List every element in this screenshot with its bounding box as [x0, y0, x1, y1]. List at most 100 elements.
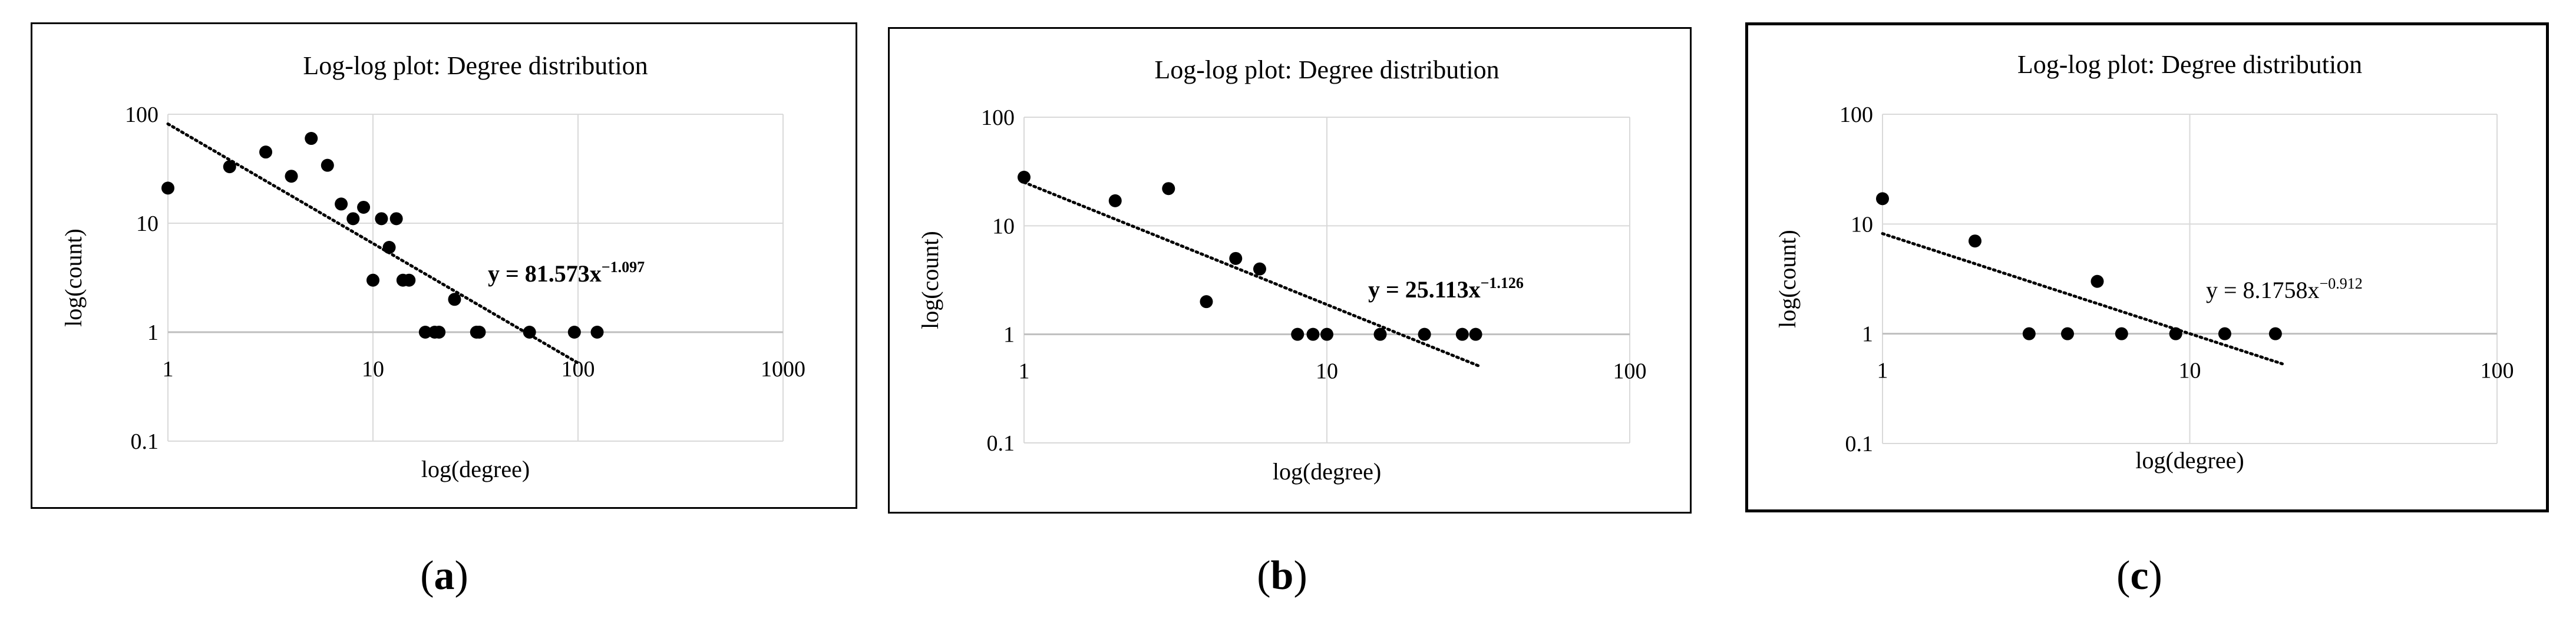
chart-svg-c: Log-log plot: Degree distribution1001010…: [1774, 50, 2514, 474]
caption-c-letter: c: [2130, 553, 2149, 598]
chart-panel-b: Log-log plot: Degree distribution 100 10 1 0…: [888, 27, 1692, 514]
data-point: [473, 326, 486, 339]
x-tick-label: 10: [2179, 359, 2201, 383]
data-point: [357, 200, 371, 214]
caption-c-close: ): [2148, 553, 2162, 598]
y-tick-label: 100: [981, 105, 1015, 130]
data-point: [1968, 234, 1981, 248]
data-point: [305, 132, 318, 145]
x-axis-title: log(degree): [2135, 447, 2244, 474]
data-point: [448, 293, 461, 306]
data-point: [382, 241, 396, 254]
data-point: [523, 326, 536, 339]
chart-panel-a: Log-log plot: Degree distribution 100 10 1 0…: [31, 22, 857, 509]
data-point: [2090, 274, 2104, 288]
trendline-equation: y = 81.573x−1.097: [488, 259, 645, 287]
data-point: [223, 160, 236, 174]
y-axis-title: log(count): [60, 229, 87, 327]
chart-title: Log-log plot: Degree distribution: [303, 51, 648, 80]
data-point: [366, 273, 379, 287]
y-tick-label: 0.1: [1845, 432, 1874, 456]
data-point: [2218, 327, 2231, 340]
data-point: [1018, 170, 1031, 184]
y-axis-title: log(count): [1774, 230, 1801, 328]
data-point: [1108, 194, 1122, 207]
data-point: [2268, 327, 2282, 340]
data-point: [1469, 327, 1482, 341]
data-point: [1306, 327, 1320, 341]
caption-b-open: (: [1257, 553, 1271, 598]
y-tick-label: 0.1: [131, 429, 159, 454]
trendline-equation: y = 25.113x−1.126: [1368, 274, 1524, 303]
data-point: [567, 326, 581, 339]
y-tick-label: 0.1: [987, 431, 1015, 456]
data-point: [402, 273, 416, 287]
chart-panel-c: Log-log plot: Degree distribution 100 10 1 0…: [1745, 22, 2549, 512]
y-tick-label: 1: [1003, 323, 1015, 347]
x-tick-label: 10: [1316, 359, 1338, 384]
data-point: [161, 181, 174, 195]
y-tick-label: 10: [136, 211, 158, 236]
trendline-equation: y = 8.1758x−0.912: [2206, 275, 2363, 303]
data-point: [590, 326, 604, 339]
data-point: [375, 212, 388, 226]
x-tick-label: 1000: [761, 357, 805, 382]
y-axis-title: log(count): [917, 231, 943, 329]
data-point: [2022, 327, 2036, 340]
caption-a-open: (: [420, 553, 434, 598]
data-point: [346, 212, 360, 226]
caption-b: (b): [1194, 552, 1370, 600]
y-tick-label: 100: [1839, 102, 1873, 127]
caption-c: (c): [2051, 552, 2228, 600]
chart-title: Log-log plot: Degree distribution: [1154, 55, 1499, 84]
data-point: [259, 145, 273, 159]
x-tick-label: 1: [1019, 359, 1030, 384]
x-tick-label: 1: [163, 357, 174, 382]
chart-frame: [1745, 22, 2549, 512]
data-point: [321, 158, 334, 172]
caption-b-letter: b: [1270, 553, 1294, 598]
y-tick-label: 10: [992, 214, 1015, 239]
data-point: [1455, 327, 1469, 341]
x-axis-title: log(degree): [421, 456, 530, 482]
data-point: [1320, 327, 1333, 341]
data-point: [1200, 295, 1213, 309]
x-tick-label: 100: [1613, 359, 1647, 384]
data-point: [1418, 327, 1431, 341]
y-tick-label: 10: [1851, 212, 1873, 237]
trendline: [1022, 181, 1482, 368]
data-point: [2115, 327, 2128, 340]
data-point: [389, 212, 403, 226]
trendline: [1881, 232, 2284, 366]
x-tick-label: 10: [362, 357, 384, 382]
chart-frame: [888, 27, 1692, 514]
y-tick-label: 1: [1862, 322, 1873, 347]
data-point: [432, 326, 446, 339]
data-point: [2169, 327, 2182, 340]
caption-b-close: ): [1293, 553, 1307, 598]
data-point: [1162, 182, 1175, 196]
x-tick-label: 1: [1877, 359, 1888, 383]
data-point: [285, 170, 298, 183]
caption-a: (a): [356, 552, 533, 600]
x-axis-title: log(degree): [1273, 458, 1381, 485]
chart-title: Log-log plot: Degree distribution: [2017, 50, 2362, 79]
data-point: [1291, 327, 1304, 341]
x-tick-label: 100: [2481, 359, 2514, 383]
data-point: [1229, 251, 1243, 265]
y-tick-label: 100: [125, 102, 158, 127]
caption-a-letter: a: [434, 553, 455, 598]
data-point: [418, 326, 432, 339]
trendline: [166, 122, 580, 365]
caption-c-open: (: [2116, 553, 2131, 598]
chart-svg-a: Log-log plot: Degree distribution1001010…: [60, 51, 805, 482]
data-point: [1373, 327, 1387, 341]
data-point: [1253, 262, 1266, 276]
data-point: [335, 197, 348, 211]
caption-a-close: ): [454, 553, 468, 598]
data-point: [2060, 327, 2074, 340]
y-tick-label: 1: [147, 320, 158, 345]
chart-svg-b: Log-log plot: Degree distribution1001010…: [917, 55, 1647, 485]
x-tick-label: 100: [562, 357, 595, 382]
data-point: [1876, 192, 1889, 206]
